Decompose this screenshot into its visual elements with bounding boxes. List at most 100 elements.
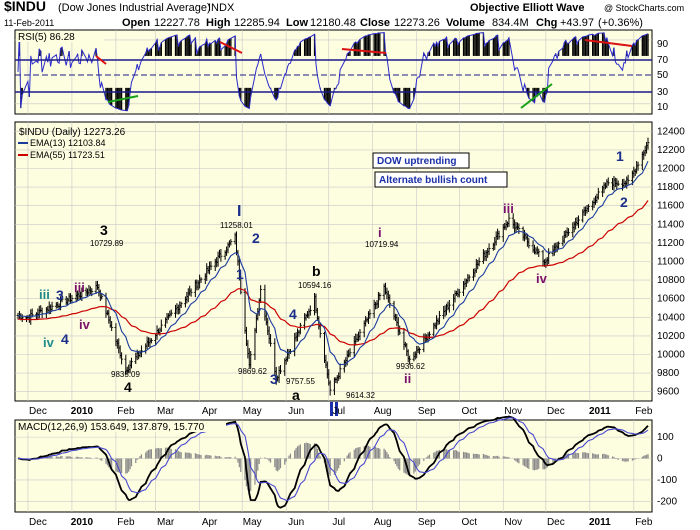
x-axis-label: Mar <box>157 406 175 417</box>
x-axis-label: Aug <box>374 406 392 417</box>
x-axis-label: Jun <box>288 517 304 528</box>
low-value: 12180.48 <box>310 17 356 29</box>
x-axis-label: Jul <box>332 517 345 528</box>
price-label-10719: 10719.94 <box>365 240 399 249</box>
price-label-9835: 9835.09 <box>111 370 140 379</box>
rsi-trendline-red <box>341 48 387 54</box>
x-axis-macd: Dec 2010 Feb Mar Apr May Jun Jul Aug Sep Oct Nov Dec… <box>29 517 653 528</box>
x-axis-label: Oct <box>462 406 478 417</box>
price-y-tick: 12200 <box>657 145 685 156</box>
price-label-9614: 9614.32 <box>346 391 375 400</box>
wave-label-iv: iv <box>79 317 91 332</box>
x-axis-label: May <box>243 406 262 417</box>
price-y-tick: 10800 <box>657 275 685 286</box>
wave-label-4: 4 <box>61 331 69 347</box>
callout-box <box>374 171 508 188</box>
price-y-tick: 11800 <box>657 182 685 193</box>
ema55-line <box>18 200 649 346</box>
ema13-legend: EMA(13) 12103.84 <box>30 138 106 148</box>
x-axis-label: Dec <box>29 406 47 417</box>
macd-y-tick: -200 <box>657 496 677 507</box>
wave-label-3: 3 <box>100 222 108 238</box>
macd-line <box>18 415 649 509</box>
volume-value: 834.4M <box>492 17 529 29</box>
price-y-tick: 11400 <box>657 219 685 230</box>
x-axis-label: Sep <box>418 406 436 417</box>
x-axis-label: Aug <box>374 517 392 528</box>
rsi-trendline-green <box>107 95 139 103</box>
x-axis-label: Apr <box>202 406 218 417</box>
macd-y-tick: 0 <box>657 454 663 465</box>
x-axis-label: Feb <box>117 517 135 528</box>
chg-label: Chg <box>536 17 557 29</box>
high-value: 12285.94 <box>234 17 280 29</box>
wave-label-b: b <box>312 263 321 279</box>
rsi-line <box>17 31 649 112</box>
callout-dow-uptrending: DOW uptrending <box>377 156 456 167</box>
x-axis-label: Jun <box>288 406 304 417</box>
macd-y-axis: 100 0 -100 -200 <box>657 432 677 507</box>
price-y-tick: 11600 <box>657 201 685 212</box>
rsi-title-bg <box>16 31 104 42</box>
wave-label-2: 2 <box>620 194 628 210</box>
wave-label-iii: iii <box>74 280 85 295</box>
price-label-11258: 11258.01 <box>220 221 253 230</box>
rsi-trendline-red <box>584 39 633 47</box>
volume-label: Volume <box>446 17 485 29</box>
macd-title: MACD(12,26,9) 153.649, 137.879, 15.770 <box>18 422 205 433</box>
rsi-tick: 90 <box>657 39 669 50</box>
rsi-tick: 70 <box>657 55 669 66</box>
x-axis-label: May <box>243 517 262 528</box>
macd-y-tick: 100 <box>657 432 674 443</box>
callout-alternate-count: Alternate bullish count <box>379 175 488 186</box>
wave-label-i: i <box>378 225 382 240</box>
wave-label-1: 1 <box>236 266 244 282</box>
price-label-9757: 9757.55 <box>286 377 315 386</box>
x-axis-label: Feb <box>635 406 653 417</box>
x-axis-label: Feb <box>117 406 135 417</box>
price-legend-symbol: $INDU (Daily) 12273.26 <box>19 127 126 138</box>
price-label-9869: 9869.62 <box>238 367 267 376</box>
wave-label-4: 4 <box>124 379 132 395</box>
x-axis-price: Dec 2010 Feb Mar Apr May Jun Jul Aug Sep Oct Nov Dec… <box>29 406 653 417</box>
close-label: Close <box>360 17 390 29</box>
wave-label-iii: iii <box>39 287 50 302</box>
callout-box <box>372 152 470 169</box>
price-y-tick: 12000 <box>657 164 685 175</box>
price-label-10729: 10729.89 <box>90 239 124 248</box>
exchange-label: INDX <box>208 2 235 14</box>
x-axis-label: Dec <box>547 406 565 417</box>
x-axis-label: 2011 <box>589 406 611 417</box>
wave-label-3: 3 <box>56 287 64 303</box>
index-name: (Dow Jones Industrial Average) <box>58 2 211 14</box>
rsi-tick: 10 <box>657 102 669 113</box>
rsi-trendline-red <box>95 55 107 65</box>
x-axis-label: 2010 <box>71 517 94 528</box>
rsi-trendline-green <box>520 83 553 109</box>
wave-label-iii: iii <box>503 201 514 216</box>
date-marker <box>330 402 333 416</box>
price-y-tick: 9800 <box>657 368 680 379</box>
chg-value: +43.97 <box>560 17 594 29</box>
x-axis-label: Apr <box>202 517 218 528</box>
macd-title-bg <box>16 421 226 432</box>
wave-label-2: 2 <box>252 230 260 246</box>
rsi-tick: 30 <box>657 87 669 98</box>
wave-label-I: I <box>237 203 241 220</box>
branding-label: Objective Elliott Wave <box>470 2 585 14</box>
signal-line <box>18 417 649 501</box>
wave-label-iv: iv <box>536 271 548 286</box>
wave-label-iv: iv <box>43 335 55 350</box>
close-value: 12273.26 <box>394 17 440 29</box>
price-label-9936: 9936.62 <box>396 362 425 371</box>
x-axis-label: Nov <box>504 406 522 417</box>
wave-label-1: 1 <box>616 148 624 164</box>
x-axis-label: 2010 <box>71 406 94 417</box>
price-y-tick: 11200 <box>657 238 685 249</box>
rsi-trendline-red <box>219 41 243 54</box>
open-value: 12227.78 <box>154 17 200 29</box>
high-label: High <box>206 17 231 29</box>
price-y-tick: 9600 <box>657 387 680 398</box>
ema55-legend: EMA(55) 11723.51 <box>30 150 105 160</box>
